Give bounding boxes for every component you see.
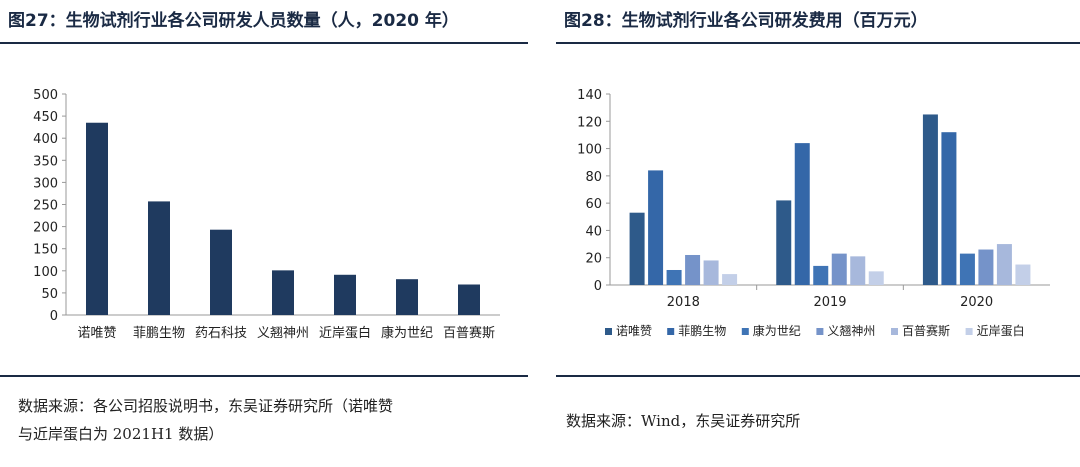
- y-tick-label: 500: [33, 88, 58, 103]
- bar: [941, 132, 957, 285]
- bar: [813, 265, 829, 285]
- legend-swatch: [741, 328, 749, 335]
- bar: [648, 170, 664, 285]
- y-tick-label: 140: [577, 88, 602, 103]
- bar: [629, 212, 645, 285]
- y-tick-label: 100: [577, 143, 602, 158]
- bar: [850, 256, 866, 285]
- x-tick-label: 2018: [667, 295, 700, 310]
- left-title-rule: [0, 42, 528, 44]
- y-tick-label: 0: [594, 279, 602, 294]
- right-grouped-bar-chart: 0 20 40 60 80 100 120 140 2018 2019 2020 诺唯赞 菲鹏生物 康为世…: [577, 88, 1050, 338]
- bar: [703, 260, 719, 285]
- bar: [868, 271, 884, 285]
- bar: [922, 114, 938, 285]
- left-source-note: 数据来源：各公司招股说明书，东吴证券研究所（诺唯赞 与近岸蛋白为 2021H1 …: [18, 392, 393, 448]
- y-tick-label: 250: [33, 199, 58, 214]
- bar: [148, 201, 170, 315]
- x-tick-label: 义翘神州: [257, 326, 309, 341]
- bar: [396, 279, 418, 315]
- left-source-line-1: 数据来源：各公司招股说明书，东吴证券研究所（诺唯赞: [18, 397, 394, 415]
- legend-swatch: [891, 328, 898, 335]
- legend-label: 康为世纪: [753, 323, 801, 338]
- y-tick-label: 40: [585, 224, 602, 239]
- x-tick-label: 近岸蛋白: [319, 325, 371, 341]
- y-tick-label: 60: [585, 197, 602, 212]
- bar: [831, 253, 847, 285]
- y-tick-label: 80: [585, 170, 602, 185]
- bar: [458, 284, 480, 315]
- bar: [996, 244, 1012, 285]
- bar: [722, 274, 738, 285]
- y-tick-label: 450: [33, 110, 58, 125]
- x-tick-label: 药石科技: [195, 326, 247, 341]
- bar: [1015, 264, 1031, 285]
- x-tick-label: 百普赛斯: [443, 325, 495, 341]
- y-tick-label: 0: [50, 309, 58, 324]
- legend-swatch: [605, 328, 612, 335]
- legend-label: 近岸蛋白: [977, 323, 1025, 338]
- bar: [272, 270, 294, 315]
- y-tick-label: 350: [33, 154, 58, 169]
- legend-label: 菲鹏生物: [678, 324, 726, 338]
- bar: [685, 254, 701, 285]
- bar: [86, 122, 108, 315]
- x-tick-label: 2019: [813, 295, 846, 310]
- right-source-note: 数据来源：Wind，东吴证券研究所: [566, 412, 801, 430]
- y-tick-label: 150: [33, 243, 58, 258]
- bar: [666, 269, 682, 285]
- bar: [794, 143, 810, 285]
- legend-swatch: [965, 328, 973, 335]
- legend-label: 百普赛斯: [902, 323, 950, 338]
- left-bar-chart: 0 50 100 150 200 250 300 350 400 450 500 诺唯赞 菲鹏生物 药石科…: [33, 88, 500, 341]
- right-source-rule: [556, 375, 1080, 377]
- bar: [978, 249, 994, 285]
- x-tick-label: 康为世纪: [381, 325, 433, 341]
- bar: [959, 253, 975, 285]
- left-source-rule: [0, 375, 528, 377]
- x-tick-label: 诺唯赞: [77, 326, 116, 341]
- legend-label: 诺唯赞: [616, 324, 652, 338]
- x-tick-label: 2020: [960, 295, 993, 310]
- bar: [210, 229, 232, 315]
- y-tick-label: 300: [33, 176, 58, 191]
- y-tick-label: 20: [585, 252, 602, 267]
- y-tick-label: 400: [33, 132, 58, 147]
- bar: [776, 200, 792, 285]
- bar: [334, 274, 356, 315]
- y-tick-label: 120: [577, 115, 602, 130]
- y-tick-label: 50: [41, 287, 58, 302]
- left-source-line-2: 与近岸蛋白为 2021H1 数据）: [18, 425, 224, 443]
- left-chart-title: 图27：生物试剂行业各公司研发人员数量（人，2020 年）: [8, 11, 459, 31]
- legend-swatch: [667, 328, 675, 335]
- y-tick-label: 200: [33, 221, 58, 236]
- legend-swatch: [816, 328, 824, 335]
- right-title-rule: [556, 42, 1080, 44]
- right-chart-title: 图28：生物试剂行业各公司研发费用（百万元）: [564, 11, 928, 31]
- x-tick-label: 菲鹏生物: [133, 326, 185, 341]
- y-tick-label: 100: [33, 265, 58, 280]
- legend-label: 义翘神州: [827, 324, 875, 338]
